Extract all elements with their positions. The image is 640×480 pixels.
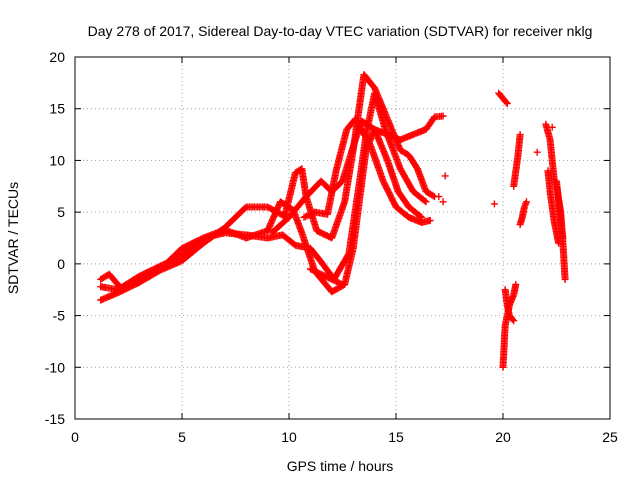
data-point bbox=[509, 315, 517, 323]
data-point bbox=[510, 317, 518, 325]
series-arc-f bbox=[306, 265, 346, 288]
series-arc-n bbox=[553, 177, 567, 242]
data-point bbox=[533, 148, 541, 156]
y-tick-label: -10 bbox=[45, 359, 65, 375]
series-arc-h bbox=[499, 281, 520, 371]
data-point bbox=[548, 123, 556, 131]
y-tick-label: 10 bbox=[49, 152, 65, 168]
x-tick-label: 20 bbox=[495, 429, 511, 445]
data-point bbox=[441, 172, 449, 180]
data-point bbox=[308, 210, 316, 218]
y-axis-label: SDTVAR / TECUs bbox=[5, 182, 21, 294]
data-point bbox=[306, 265, 314, 273]
data-point bbox=[503, 100, 511, 107]
series-arc-g bbox=[495, 89, 511, 107]
data-point bbox=[439, 112, 447, 120]
data-point bbox=[435, 193, 443, 201]
data-point bbox=[559, 234, 567, 242]
data-point bbox=[314, 269, 322, 277]
data-point bbox=[306, 210, 314, 218]
x-tick-label: 0 bbox=[71, 429, 79, 445]
y-tick-label: -15 bbox=[45, 411, 65, 427]
data-point bbox=[302, 213, 309, 221]
x-axis-label: GPS time / hours bbox=[287, 458, 394, 474]
data-point bbox=[334, 278, 342, 286]
data-point bbox=[523, 198, 530, 206]
series-arc-e bbox=[300, 115, 434, 226]
x-tick-label: 25 bbox=[602, 429, 618, 445]
y-tick-label: 5 bbox=[57, 204, 65, 220]
plot-frame bbox=[74, 56, 611, 420]
data-point bbox=[426, 216, 434, 224]
y-tick-label: 0 bbox=[57, 256, 65, 272]
data-point bbox=[422, 198, 430, 206]
series-arc-k bbox=[516, 198, 530, 229]
x-tick-label: 5 bbox=[178, 429, 186, 445]
data-marks bbox=[97, 71, 569, 371]
y-tick-label: 20 bbox=[49, 49, 65, 65]
y-tick-label: -5 bbox=[53, 308, 66, 324]
data-point bbox=[339, 281, 346, 288]
tick-labels: 0 5 10 15 20 25 -15 -10 -5 0 5 10 15 20 bbox=[45, 49, 618, 445]
data-point bbox=[561, 275, 569, 283]
data-point bbox=[502, 98, 510, 106]
data-point bbox=[516, 131, 524, 139]
series-isolated bbox=[435, 123, 556, 208]
y-tick-label: 15 bbox=[49, 101, 65, 117]
data-point bbox=[439, 198, 447, 206]
chart-title: Day 278 of 2017, Sidereal Day-to-day VTE… bbox=[88, 23, 593, 39]
data-point bbox=[490, 200, 498, 208]
data-point bbox=[555, 239, 563, 247]
x-tick-label: 15 bbox=[388, 429, 404, 445]
data-point bbox=[512, 281, 520, 288]
data-point bbox=[421, 197, 429, 205]
data-point bbox=[429, 192, 437, 200]
axes bbox=[74, 56, 611, 420]
data-point bbox=[319, 271, 327, 279]
x-tick-label: 10 bbox=[281, 429, 297, 445]
series-arc-i bbox=[501, 286, 518, 325]
series-arc-j bbox=[510, 131, 524, 190]
series-arc-d bbox=[268, 112, 447, 237]
